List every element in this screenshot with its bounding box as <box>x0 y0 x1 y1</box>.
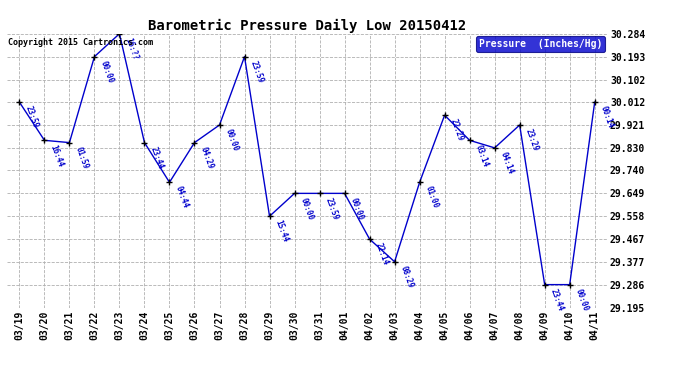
Text: 04:44: 04:44 <box>174 185 190 210</box>
Text: 00:00: 00:00 <box>574 287 590 312</box>
Text: 08:29: 08:29 <box>399 264 415 290</box>
Text: 01:59: 01:59 <box>74 146 90 170</box>
Text: 23:59: 23:59 <box>248 59 265 84</box>
Text: 23:59: 23:59 <box>324 196 340 221</box>
Text: 03:14: 03:14 <box>474 143 490 168</box>
Text: 23:59: 23:59 <box>23 105 40 130</box>
Text: 16:??: 16:?? <box>124 36 140 62</box>
Text: 00:00: 00:00 <box>348 196 365 221</box>
Text: 04:29: 04:29 <box>199 146 215 170</box>
Text: 23:44: 23:44 <box>549 287 565 312</box>
Text: 23:29: 23:29 <box>524 128 540 153</box>
Text: 22:29: 22:29 <box>448 118 465 143</box>
Legend: Pressure  (Inches/Hg): Pressure (Inches/Hg) <box>476 36 605 51</box>
Text: 00:00: 00:00 <box>299 196 315 221</box>
Title: Barometric Pressure Daily Low 20150412: Barometric Pressure Daily Low 20150412 <box>148 18 466 33</box>
Text: 23:44: 23:44 <box>148 146 165 170</box>
Text: 00:14: 00:14 <box>599 105 615 130</box>
Text: 15:44: 15:44 <box>274 219 290 244</box>
Text: 01:00: 01:00 <box>424 185 440 210</box>
Text: 00:00: 00:00 <box>99 59 115 84</box>
Text: 04:14: 04:14 <box>499 151 515 176</box>
Text: 16:44: 16:44 <box>48 143 65 168</box>
Text: Copyright 2015 Cartronics.com: Copyright 2015 Cartronics.com <box>8 38 152 47</box>
Text: 22:14: 22:14 <box>374 242 390 267</box>
Text: 00:00: 00:00 <box>224 128 240 153</box>
